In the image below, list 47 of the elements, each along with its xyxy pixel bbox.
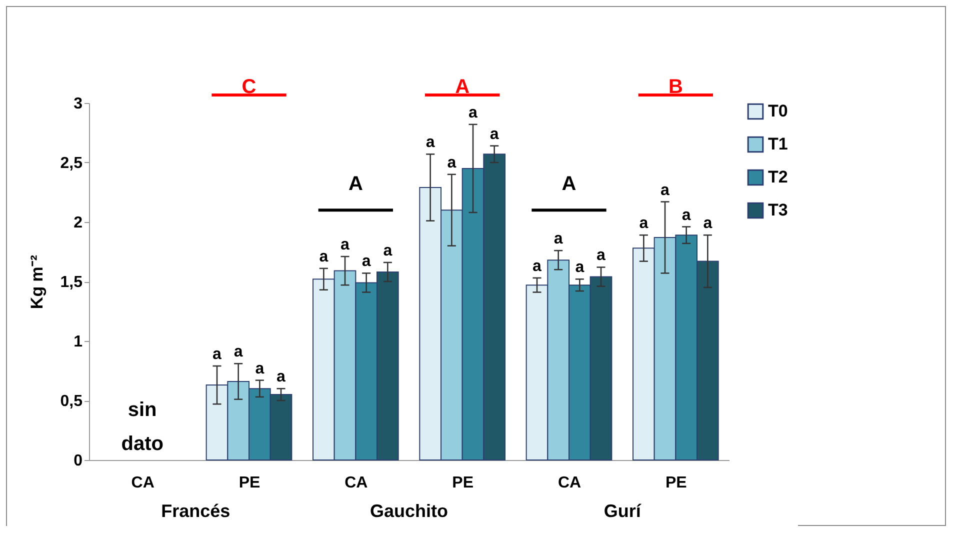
data-label: a bbox=[319, 248, 328, 266]
text: A bbox=[455, 76, 470, 98]
y-tick-label: 3 bbox=[74, 96, 83, 112]
text: Gurí bbox=[604, 501, 642, 521]
legend-label: T0 bbox=[768, 102, 788, 120]
text: Francés bbox=[161, 501, 230, 521]
x-tick-label: CA bbox=[131, 474, 155, 492]
text: C bbox=[242, 76, 256, 98]
legend-label: T2 bbox=[768, 168, 788, 186]
legend-label: T3 bbox=[768, 200, 788, 220]
data-label: a bbox=[532, 258, 542, 275]
annotation: sin dato bbox=[121, 399, 164, 456]
x-tick-label: PE bbox=[452, 474, 474, 492]
data-label: a bbox=[575, 259, 584, 276]
y-tick-label: 0 bbox=[74, 452, 83, 470]
y-tick-label: 0,5 bbox=[60, 393, 83, 410]
data-label: a bbox=[703, 215, 712, 232]
data-label: a bbox=[234, 344, 243, 361]
x-tick-label: PE bbox=[238, 474, 260, 492]
data-label: a bbox=[468, 104, 478, 122]
data-label: a bbox=[212, 346, 222, 363]
data-label: a bbox=[682, 206, 691, 224]
data-label: a bbox=[660, 182, 670, 199]
y-tick-label: 1 bbox=[74, 334, 83, 350]
data-label: a bbox=[255, 360, 264, 378]
x-tick-label: CA bbox=[344, 474, 368, 492]
data-label: a bbox=[639, 215, 648, 232]
data-label: a bbox=[596, 247, 606, 264]
text: B bbox=[668, 76, 683, 98]
annotation: A bbox=[348, 173, 363, 196]
data-label: a bbox=[276, 368, 286, 386]
legend-label: T1 bbox=[768, 134, 788, 154]
y-tick-label: 2,5 bbox=[60, 155, 83, 172]
x-tick-label: CA bbox=[558, 474, 582, 492]
data-label: a bbox=[490, 126, 499, 143]
data-label: a bbox=[554, 230, 563, 248]
y-tick-label: 1,5 bbox=[60, 274, 83, 291]
data-label: a bbox=[340, 236, 350, 254]
data-label: a bbox=[426, 134, 435, 152]
text: Gauchito bbox=[370, 501, 448, 521]
data-label: a bbox=[447, 154, 456, 172]
data-label: a bbox=[383, 242, 392, 260]
y-tick-label: 2 bbox=[74, 214, 83, 232]
data-label: a bbox=[362, 253, 371, 270]
x-tick-label: PE bbox=[665, 474, 688, 492]
annotation: A bbox=[562, 173, 576, 196]
y-axis-title: Kg m⁻² bbox=[27, 254, 46, 310]
